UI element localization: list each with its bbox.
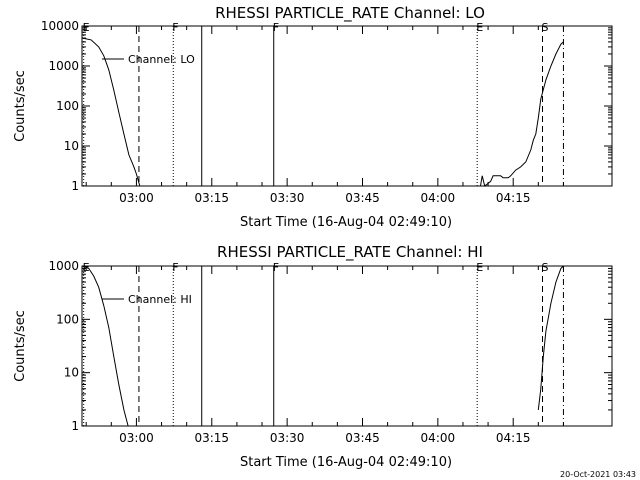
y-tick-label: 10: [64, 139, 79, 153]
x-axis-label: Start Time (16-Aug-04 02:49:10): [240, 455, 452, 470]
y-tick-label: 1000: [48, 59, 79, 73]
x-tick-label: 03:30: [270, 191, 305, 205]
event-marker-label: F: [273, 261, 279, 274]
event-marker-label: F: [172, 21, 178, 34]
event-marker-label: F: [273, 21, 279, 34]
x-tick-label: 03:00: [119, 191, 154, 205]
x-tick-label: 04:15: [496, 191, 531, 205]
y-tick-label: 100: [56, 99, 79, 113]
y-tick-label: 10000: [41, 19, 79, 33]
legend-label: Channel: LO: [128, 53, 195, 66]
plot-area: 1 10 100 1000 10000 03:00 03:15 03:30 03:45 04:00…: [41, 19, 613, 205]
x-axis-label: Start Time (16-Aug-04 02:49:10): [240, 215, 452, 230]
event-marker-label: E: [476, 21, 483, 34]
event-marker-label: S: [542, 21, 549, 34]
x-tick-label: 03:45: [345, 431, 380, 445]
chart-title: RHESSI PARTICLE_RATE Channel: LO: [215, 4, 485, 23]
x-tick-label: 03:30: [270, 431, 305, 445]
y-axis-label: Counts/sec: [13, 310, 28, 382]
x-tick-label: 04:00: [421, 431, 456, 445]
series-line: [81, 265, 129, 427]
x-tick-label: 03:00: [119, 431, 154, 445]
event-marker-label: F: [172, 261, 178, 274]
y-tick-label: 1: [71, 419, 79, 433]
y-tick-label: 10: [64, 366, 79, 380]
x-tick-label: 03:45: [345, 191, 380, 205]
y-axis-label: Counts/sec: [13, 70, 28, 142]
x-tick-label: 04:00: [421, 191, 456, 205]
footer-timestamp: 20-Oct-2021 03:43: [560, 470, 636, 479]
event-marker-label: S: [542, 261, 549, 274]
hi-channel-panel: RHESSI PARTICLE_RATE Channel: HI Counts/…: [13, 243, 613, 470]
plot-frame: [81, 25, 613, 187]
lo-channel-panel: RHESSI PARTICLE_RATE Channel: LO Counts/…: [13, 4, 613, 230]
x-tick-label: 03:15: [194, 191, 229, 205]
x-tick-label: 04:15: [496, 431, 531, 445]
plot-area: 1 10 100 1000 03:00 03:15 03:30 03:45 04:00 04:15…: [48, 259, 613, 445]
event-marker-label: E: [83, 21, 90, 34]
chart-title: RHESSI PARTICLE_RATE Channel: HI: [217, 243, 483, 262]
series-line: [81, 37, 141, 187]
plot-frame: [81, 265, 613, 427]
event-marker-label: E: [476, 261, 483, 274]
legend-label: Channel: HI: [128, 293, 192, 306]
x-tick-label: 03:15: [194, 431, 229, 445]
y-tick-label: 1000: [48, 259, 79, 273]
y-tick-label: 100: [56, 312, 79, 326]
y-tick-label: 1: [71, 179, 79, 193]
series-line: [480, 41, 564, 187]
series-line: [537, 265, 564, 410]
